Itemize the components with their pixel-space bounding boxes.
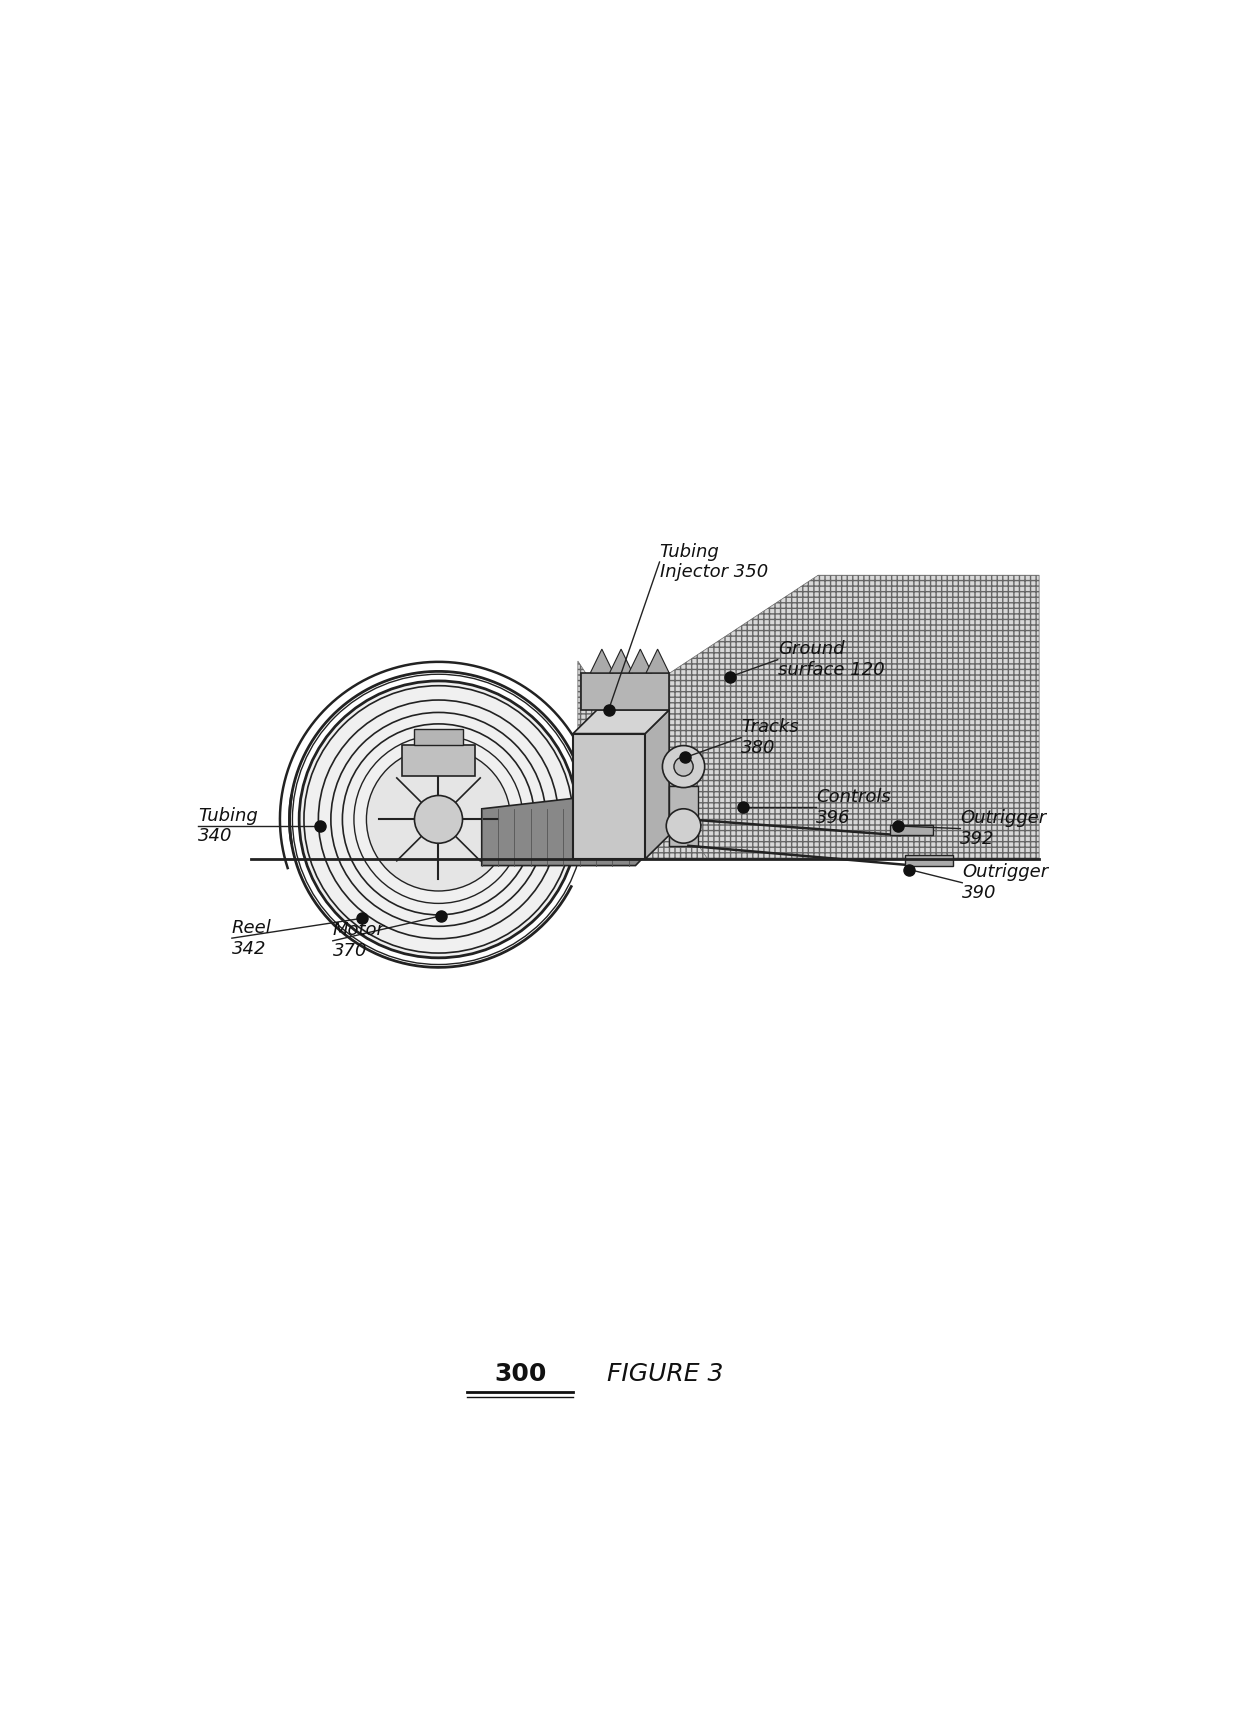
Polygon shape <box>670 787 698 845</box>
Polygon shape <box>646 650 670 674</box>
Polygon shape <box>481 788 655 866</box>
Polygon shape <box>629 650 652 674</box>
Polygon shape <box>573 710 670 734</box>
Polygon shape <box>610 650 632 674</box>
Text: Tubing
Injector 350: Tubing Injector 350 <box>660 543 768 581</box>
Text: Tracks
380: Tracks 380 <box>742 718 799 758</box>
Polygon shape <box>890 824 934 835</box>
Text: Ground
surface 120: Ground surface 120 <box>777 641 884 679</box>
Polygon shape <box>578 662 708 859</box>
Ellipse shape <box>666 809 701 843</box>
Text: FIGURE 3: FIGURE 3 <box>606 1361 723 1385</box>
Polygon shape <box>645 710 670 859</box>
Ellipse shape <box>299 680 578 958</box>
Text: 300: 300 <box>494 1361 547 1385</box>
Text: Tubing
340: Tubing 340 <box>198 807 258 845</box>
Text: Reel
342: Reel 342 <box>232 919 272 958</box>
Polygon shape <box>590 650 614 674</box>
Text: Motor
370: Motor 370 <box>332 922 384 960</box>
Text: Outrigger
392: Outrigger 392 <box>960 809 1047 848</box>
Polygon shape <box>578 576 1039 859</box>
Text: Outrigger
390: Outrigger 390 <box>962 864 1048 902</box>
Ellipse shape <box>662 746 704 788</box>
Ellipse shape <box>367 747 511 891</box>
Ellipse shape <box>675 758 693 776</box>
Ellipse shape <box>414 795 463 843</box>
Polygon shape <box>402 746 475 776</box>
Text: Controls
396: Controls 396 <box>816 788 890 826</box>
Polygon shape <box>580 674 670 710</box>
Polygon shape <box>573 734 645 859</box>
Polygon shape <box>905 855 952 866</box>
Polygon shape <box>414 728 463 746</box>
